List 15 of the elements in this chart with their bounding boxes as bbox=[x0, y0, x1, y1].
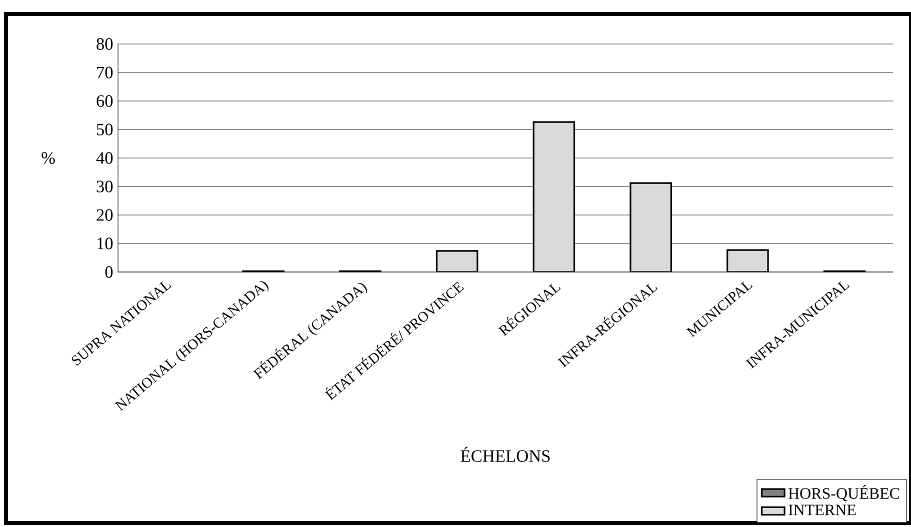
y-tick-label: 70 bbox=[97, 66, 113, 78]
y-axis-title: % bbox=[42, 152, 55, 164]
y-tick-label: 80 bbox=[96, 38, 113, 50]
y-tick-label: 50 bbox=[96, 124, 113, 136]
bar bbox=[532, 121, 576, 272]
y-tick-label: 30 bbox=[96, 180, 113, 192]
bar bbox=[630, 182, 672, 272]
y-tick-label: 60 bbox=[96, 95, 113, 107]
y-tick-label: 0 bbox=[105, 266, 113, 278]
legend-label: INTERNE bbox=[788, 504, 856, 516]
y-tick-label: 20 bbox=[96, 209, 113, 221]
y-tick-label: 40 bbox=[96, 152, 113, 164]
y-tick-label: 10 bbox=[97, 238, 113, 250]
x-axis-title: ÉCHELONS bbox=[460, 446, 550, 462]
legend-label: HORS-QUÉBEC bbox=[788, 484, 900, 502]
